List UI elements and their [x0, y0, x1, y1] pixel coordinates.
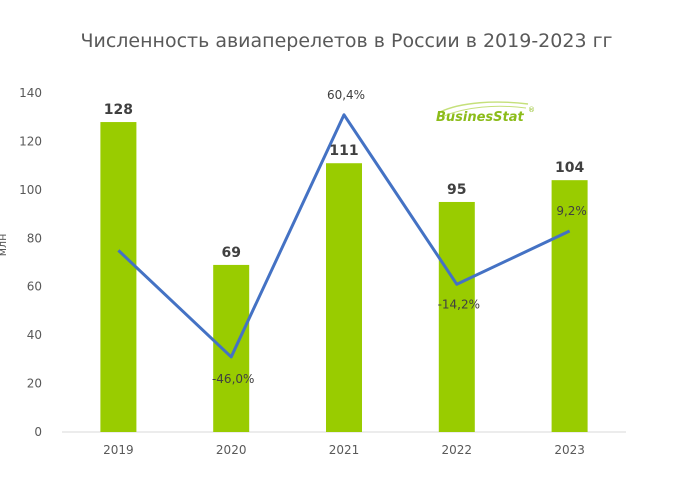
bar-2019 [100, 122, 137, 433]
bar-value-label: 111 [329, 143, 358, 159]
y-tick-label: 20 [27, 377, 42, 391]
businesstat-logo: BusinesStat ® [436, 101, 535, 125]
x-tick-label: 2021 [329, 443, 360, 457]
growth-percent-label: 9,2% [556, 204, 587, 218]
bar-value-label: 95 [447, 182, 466, 198]
y-tick-label: 0 [34, 425, 42, 439]
y-tick-label: 120 [19, 134, 42, 148]
x-tick-label: 2023 [554, 443, 585, 457]
x-tick-label: 2020 [216, 443, 247, 457]
bar-value-label: 128 [104, 102, 133, 118]
growth-percent-label: -46,0% [212, 372, 254, 386]
bar-2020 [213, 264, 250, 432]
x-tick-label: 2022 [442, 443, 473, 457]
bar-value-label: 104 [555, 160, 584, 176]
logo-registered-mark: ® [528, 106, 535, 114]
bar-value-label: 69 [221, 245, 240, 261]
growth-percent-label: 60,4% [327, 88, 365, 102]
bar-2021 [326, 163, 362, 432]
y-tick-label: 100 [19, 183, 42, 197]
x-tick-label: 2019 [103, 443, 134, 457]
bar-2023 [551, 180, 588, 432]
y-axis-label: млн [0, 234, 9, 257]
y-tick-label: 40 [27, 328, 42, 342]
bar-2022 [438, 201, 475, 432]
y-tick-label: 140 [19, 86, 42, 100]
logo-text: BusinesStat [436, 110, 525, 125]
growth-line [117, 113, 571, 359]
growth-percent-label: -14,2% [438, 297, 480, 311]
chart-title: Численность авиаперелетов в России в 201… [80, 30, 613, 52]
y-tick-label: 60 [27, 280, 42, 294]
y-tick-label: 80 [27, 231, 42, 245]
